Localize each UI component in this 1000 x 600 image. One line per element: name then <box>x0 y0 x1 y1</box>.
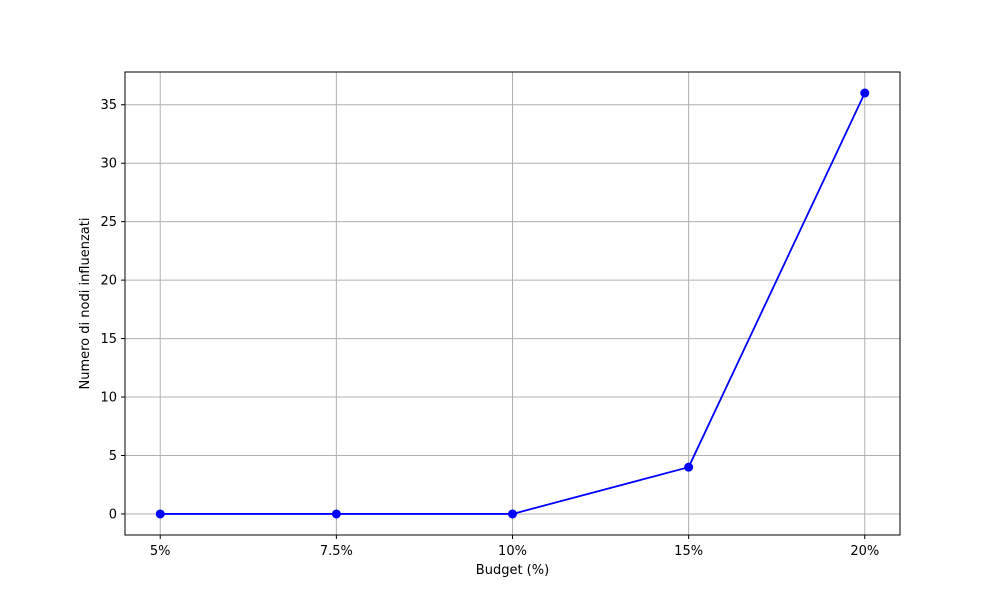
x-tick-label: 20% <box>850 544 879 559</box>
y-tick-label: 15 <box>100 332 117 347</box>
axis-ticks: 5% 7.5% 10% 15% 20% 0 5 10 15 20 25 30 35 <box>100 98 879 559</box>
x-tick-label: 7.5% <box>320 544 353 559</box>
y-tick-label: 30 <box>100 157 117 172</box>
data-point <box>684 462 694 472</box>
y-axis-title: Numero di nodi influenzati <box>78 218 93 390</box>
series-layer <box>155 88 870 519</box>
data-point <box>860 88 870 98</box>
y-tick-label: 25 <box>100 215 117 230</box>
x-tick-label: 5% <box>150 544 171 559</box>
y-tick-label: 10 <box>100 391 117 406</box>
x-axis-title: Budget (%) <box>476 563 549 578</box>
y-tick-label: 5 <box>109 449 117 464</box>
y-tick-label: 35 <box>100 98 117 113</box>
x-tick-label: 10% <box>498 544 527 559</box>
data-point <box>155 509 165 519</box>
data-point <box>508 509 517 519</box>
y-tick-label: 0 <box>109 507 117 522</box>
y-tick-label: 20 <box>100 274 117 289</box>
x-tick-label: 15% <box>674 544 703 559</box>
data-point <box>331 509 341 519</box>
